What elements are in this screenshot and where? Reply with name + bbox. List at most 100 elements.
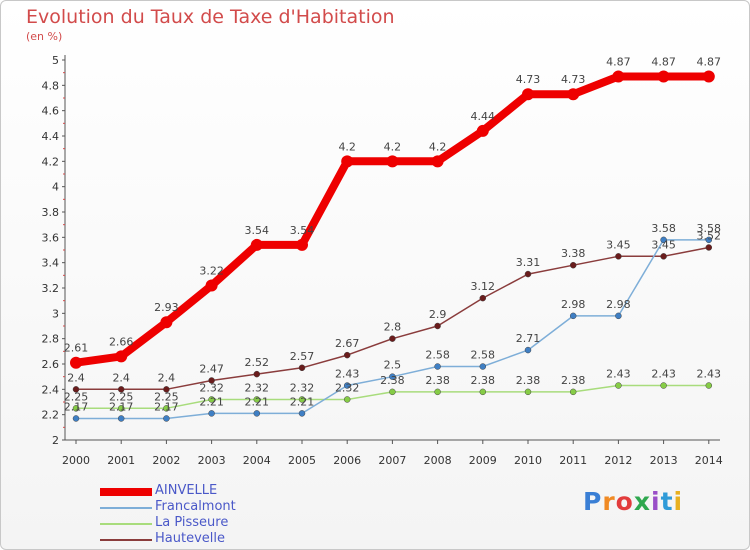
x-tick-label: 2001 xyxy=(107,454,135,467)
proxiti-logo: Proxiti xyxy=(583,487,684,516)
x-tick-label: 2000 xyxy=(62,454,90,467)
x-tick-label: 2007 xyxy=(378,454,406,467)
data-point xyxy=(163,415,170,422)
data-label: 2.25 xyxy=(109,390,134,403)
data-label: 4.44 xyxy=(471,110,496,123)
legend-item: AINVELLE xyxy=(100,483,400,500)
data-point xyxy=(208,377,215,384)
data-point xyxy=(72,405,80,412)
data-point xyxy=(660,236,667,244)
data-label: 2.47 xyxy=(199,362,224,375)
data-label: 2.5 xyxy=(384,359,402,372)
x-tick-label: 2014 xyxy=(695,454,723,467)
data-label: 2.38 xyxy=(425,374,450,387)
data-label: 2.4 xyxy=(158,371,176,384)
legend-swatch xyxy=(100,523,152,525)
data-point xyxy=(431,155,444,168)
data-point xyxy=(705,244,713,251)
data-point xyxy=(115,350,128,363)
legend-label: Francalmont xyxy=(155,499,236,514)
data-label: 3.38 xyxy=(561,247,586,260)
data-label: 3.58 xyxy=(651,222,676,235)
data-label: 2.58 xyxy=(471,349,496,362)
data-point xyxy=(298,364,306,372)
y-tick-label: 2.8 xyxy=(42,333,60,346)
data-point xyxy=(476,124,489,137)
data-label: 2.43 xyxy=(606,368,631,381)
data-label: 2.21 xyxy=(199,395,224,408)
data-label: 2.21 xyxy=(290,395,315,408)
data-label: 2.8 xyxy=(384,321,402,334)
data-label: 3.22 xyxy=(199,264,224,277)
x-tick-label: 2010 xyxy=(514,454,542,467)
data-point xyxy=(117,386,125,393)
data-point xyxy=(70,356,82,369)
data-label: 2.25 xyxy=(64,390,89,403)
legend-swatch xyxy=(100,507,152,509)
data-label: 2.32 xyxy=(245,381,270,394)
data-point xyxy=(434,388,441,396)
data-point xyxy=(208,410,215,417)
data-point xyxy=(250,238,263,251)
data-label: 2.32 xyxy=(199,381,224,394)
legend-label: AINVELLE xyxy=(155,483,218,498)
data-point xyxy=(615,253,622,260)
data-point xyxy=(524,388,532,396)
y-tick-label: 2.2 xyxy=(42,409,60,422)
data-label: 3.52 xyxy=(697,229,722,242)
x-tick-label: 2009 xyxy=(469,454,497,467)
data-label: 4.87 xyxy=(697,55,722,68)
data-label: 2.4 xyxy=(67,371,85,384)
data-label: 2.43 xyxy=(335,368,360,381)
data-point xyxy=(253,396,261,403)
data-point xyxy=(479,388,487,396)
data-point xyxy=(524,346,532,354)
y-tick-label: 3.4 xyxy=(42,257,60,270)
y-tick-label: 2.6 xyxy=(42,358,60,371)
data-point xyxy=(615,382,622,389)
data-point xyxy=(389,388,396,396)
data-point xyxy=(702,70,715,83)
data-label: 3.12 xyxy=(471,280,496,293)
data-label: 3.45 xyxy=(651,238,676,251)
data-label: 2.43 xyxy=(697,368,722,381)
x-tick-label: 2005 xyxy=(288,454,316,467)
data-point xyxy=(208,396,215,403)
data-point xyxy=(524,270,532,278)
data-point xyxy=(479,363,487,370)
data-point xyxy=(660,253,667,260)
data-label: 4.87 xyxy=(651,55,676,68)
chart-subtitle: (en %) xyxy=(26,30,63,43)
data-point xyxy=(434,363,441,370)
y-tick-label: 2 xyxy=(52,434,59,447)
x-tick-label: 2008 xyxy=(424,454,452,467)
data-label: 4.73 xyxy=(516,73,541,86)
data-label: 2.38 xyxy=(380,374,405,387)
data-label: 2.25 xyxy=(154,390,179,403)
legend-swatch xyxy=(100,539,152,541)
y-tick-label: 4.6 xyxy=(42,105,60,118)
data-label: 2.4 xyxy=(112,371,130,384)
data-point xyxy=(298,396,306,403)
x-tick-label: 2006 xyxy=(333,454,361,467)
y-tick-label: 4 xyxy=(52,181,59,194)
data-point xyxy=(253,370,261,378)
data-label: 2.17 xyxy=(64,400,89,413)
data-point xyxy=(705,236,713,244)
y-tick-label: 5 xyxy=(52,54,59,67)
data-point xyxy=(615,312,622,320)
data-label: 2.61 xyxy=(64,342,89,355)
data-point xyxy=(163,386,170,393)
data-label: 2.98 xyxy=(561,298,586,311)
legend-item: Francalmont xyxy=(100,499,400,516)
data-point xyxy=(569,312,577,320)
y-tick-label: 4.4 xyxy=(42,130,60,143)
y-tick-label: 3 xyxy=(52,307,59,320)
data-label: 2.38 xyxy=(516,374,541,387)
data-point xyxy=(569,261,577,269)
data-label: 2.93 xyxy=(154,301,179,314)
x-tick-label: 2011 xyxy=(559,454,587,467)
data-point xyxy=(72,386,80,393)
x-tick-label: 2004 xyxy=(243,454,271,467)
data-label: 2.9 xyxy=(429,308,447,321)
